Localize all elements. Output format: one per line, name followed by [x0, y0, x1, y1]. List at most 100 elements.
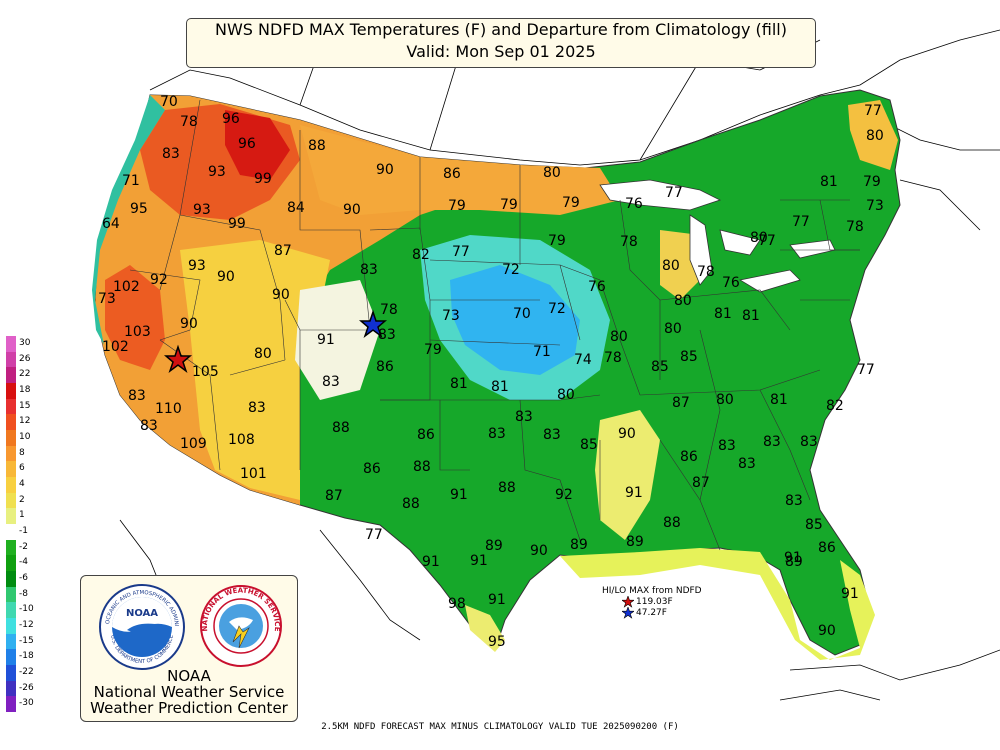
- temp-label: 73: [98, 291, 116, 307]
- temp-label: 78: [604, 350, 622, 366]
- temp-label: 77: [758, 233, 776, 249]
- temp-label: 77: [792, 214, 810, 230]
- west-yellow-fill: [180, 240, 330, 500]
- noaa-logo-text: NOAA: [126, 608, 158, 619]
- temp-label: 93: [193, 202, 211, 218]
- temp-label: 83: [162, 146, 180, 162]
- temp-label: 81: [770, 392, 788, 408]
- temp-label: 78: [846, 219, 864, 235]
- temp-label: 91: [488, 592, 506, 608]
- legend-row: 12: [4, 414, 42, 430]
- temp-label: 72: [502, 262, 520, 278]
- california-hot-fill: [105, 265, 165, 370]
- temp-label: 91: [841, 586, 859, 602]
- temp-label: 88: [332, 420, 350, 436]
- temp-label: 89: [626, 534, 644, 550]
- temp-label: 79: [562, 195, 580, 211]
- temp-label: 91: [450, 487, 468, 503]
- great-lakes: [599, 179, 836, 293]
- temp-label: 90: [343, 202, 361, 218]
- legend-row: 6: [4, 461, 42, 477]
- temp-label: 85: [580, 437, 598, 453]
- temp-label: 109: [180, 436, 207, 452]
- temp-label: 88: [413, 459, 431, 475]
- temp-label: 93: [188, 258, 206, 274]
- legend-row: -22: [4, 665, 42, 681]
- legend-swatch: [6, 414, 16, 430]
- temp-label: 79: [500, 197, 518, 213]
- temp-label: 90: [180, 316, 198, 332]
- temp-label: 79: [548, 233, 566, 249]
- legend-label: 1: [19, 510, 25, 521]
- temperature-labels: 70 78 96 96 88 83 93 99 71 95 93 99 84 9…: [98, 94, 884, 650]
- legend-label: -6: [19, 573, 28, 583]
- legend-row: 8: [4, 445, 42, 462]
- legend-swatch: [6, 633, 16, 650]
- temp-label: 71: [533, 344, 551, 360]
- temp-label: 83: [515, 409, 533, 425]
- temp-label: 91: [317, 332, 335, 348]
- legend-swatch: [6, 508, 16, 524]
- legend-row: -1: [4, 524, 42, 540]
- northeast-warm-fill: [848, 100, 898, 170]
- legend-label: -12: [19, 620, 34, 630]
- legend-swatch: [6, 430, 16, 446]
- low-value: 47.27F: [636, 608, 667, 618]
- temp-label: 77: [365, 527, 383, 543]
- temp-label: 77: [452, 244, 470, 260]
- northwest-hotter-fill: [225, 110, 290, 180]
- temp-label: 90: [530, 543, 548, 559]
- agency-logo-panel: NATIONAL OCEANIC AND ATMOSPHERIC ADMINIS…: [80, 575, 298, 722]
- noaa-logo: NATIONAL OCEANIC AND ATMOSPHERIC ADMINIS…: [97, 582, 185, 670]
- legend-row: 2: [4, 492, 42, 509]
- temp-label: 80: [610, 329, 628, 345]
- temp-label: 88: [308, 138, 326, 154]
- legend-swatch: [6, 524, 16, 540]
- temp-label: 76: [588, 279, 606, 295]
- temp-label: 92: [555, 487, 573, 503]
- temp-label: 83: [248, 400, 266, 416]
- pacific-coast-cool-fill: [92, 95, 165, 345]
- legend-swatch: [6, 492, 16, 509]
- legend-swatch: [6, 665, 16, 681]
- temp-label: 76: [722, 275, 740, 291]
- logo-line-noaa: NOAA: [167, 667, 211, 685]
- max-temperature-marker: [163, 344, 193, 374]
- hilo-header: HI/LO MAX from NDFD: [602, 586, 702, 596]
- temp-label: 71: [122, 173, 140, 189]
- legend-swatch: [6, 351, 16, 368]
- legend-label: -18: [19, 651, 34, 662]
- legend-row: 1: [4, 508, 42, 524]
- temp-label: 81: [820, 174, 838, 190]
- legend-swatch: [6, 367, 16, 383]
- temp-label: 90: [217, 269, 235, 285]
- min-temperature-marker: [358, 309, 388, 339]
- legend-label: 12: [19, 416, 31, 427]
- temp-label: 96: [238, 136, 256, 152]
- temp-label: 70: [160, 94, 178, 110]
- legend-swatch: [6, 602, 16, 618]
- legend-row: 26: [4, 351, 42, 368]
- temp-label: 74: [574, 352, 592, 368]
- temp-label: 77: [665, 185, 683, 201]
- temp-label: 91: [784, 550, 802, 566]
- legend-swatch: [6, 696, 16, 712]
- temp-label: 99: [254, 171, 272, 187]
- temp-label: 88: [402, 496, 420, 512]
- legend-label: -8: [19, 588, 28, 599]
- legend-label: -15: [19, 635, 34, 646]
- temp-label: 87: [325, 488, 343, 504]
- temp-label: 110: [155, 401, 182, 417]
- legend-label: -30: [19, 698, 34, 709]
- legend-label: -10: [19, 604, 34, 615]
- temp-label: 83: [322, 374, 340, 390]
- temp-label: 82: [826, 398, 844, 414]
- temp-label: 83: [763, 434, 781, 450]
- temp-label: 83: [718, 438, 736, 454]
- temp-label: 83: [543, 427, 561, 443]
- temp-label: 99: [228, 216, 246, 232]
- temp-label: 90: [272, 287, 290, 303]
- legend-label: 18: [19, 385, 31, 395]
- temp-label: 95: [130, 201, 148, 217]
- temp-label: 90: [376, 162, 394, 178]
